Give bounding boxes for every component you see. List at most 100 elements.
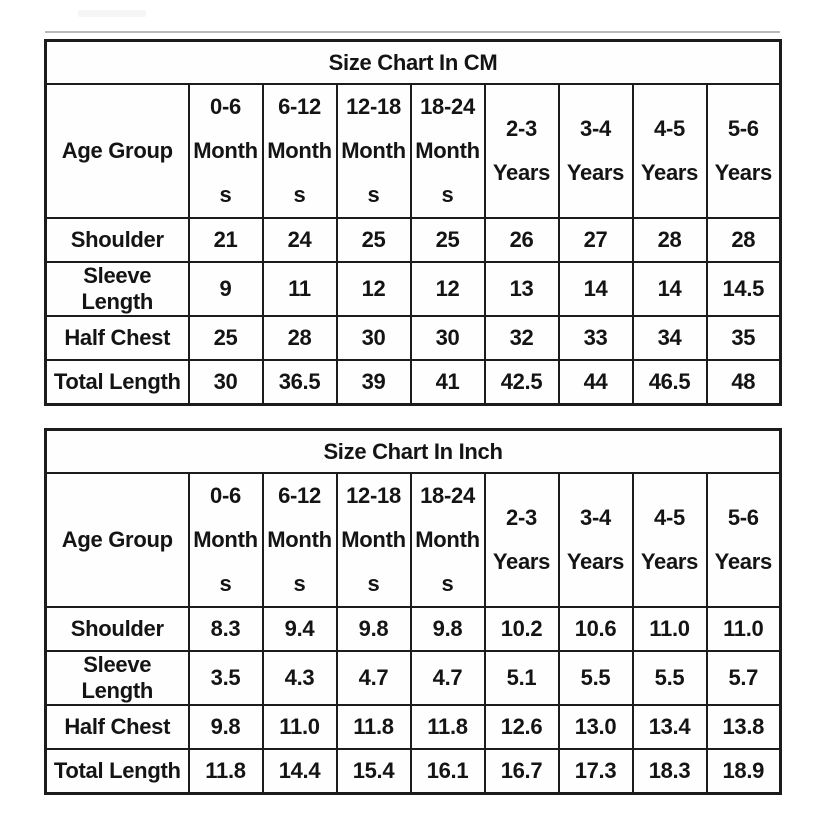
column-header-line: s	[219, 571, 232, 596]
row-label: Shoulder	[44, 217, 190, 263]
value-cell: 9.8	[335, 606, 412, 652]
table-title: Size Chart In CM	[44, 39, 782, 85]
value-cell: 18.3	[631, 748, 708, 795]
value-cell: 35	[705, 315, 782, 361]
value-cell: 39	[335, 359, 412, 406]
value-cell: 28	[705, 217, 782, 263]
column-header-line: Month	[193, 527, 258, 552]
column-header: 0-6 Month s	[187, 472, 264, 608]
table-title: Size Chart In Inch	[44, 428, 782, 474]
column-header-line: s	[293, 571, 306, 596]
value-cell: 9.8	[409, 606, 486, 652]
value-cell: 5.5	[557, 650, 634, 706]
column-header-line: Month	[415, 138, 480, 163]
table-row: Total Length 11.8 14.4 15.4 16.1 16.7 17.3 18.3…	[44, 748, 782, 795]
value-cell: 24	[261, 217, 338, 263]
table-row: Shoulder 21 24 25 25 26 27 28 28	[44, 217, 782, 263]
value-cell: 8.3	[187, 606, 264, 652]
column-header-line: 6-12	[278, 94, 321, 119]
column-header-line: s	[441, 571, 454, 596]
value-cell: 32	[483, 315, 560, 361]
column-header: 2-3 Years	[483, 472, 560, 608]
column-header-line: 2-3	[506, 116, 537, 141]
column-header-line: 18-24	[420, 483, 475, 508]
value-cell: 46.5	[631, 359, 708, 406]
column-header-line: 0-6	[210, 483, 241, 508]
age-group-header: Age Group	[44, 472, 190, 608]
age-group-header: Age Group	[44, 83, 190, 219]
value-cell: 11.8	[335, 704, 412, 750]
column-header-line: 18-24	[420, 94, 475, 119]
column-header-line: Month	[193, 138, 258, 163]
column-header-line: Years	[492, 160, 551, 185]
table-row: Sleeve Length 3.5 4.3 4.7 4.7 5.1 5.5 5.5 5.7	[44, 650, 782, 706]
size-chart-inch-table: Size Chart In Inch Age Group 0-6 Month s 6-12…	[44, 428, 783, 795]
column-header-line: s	[293, 182, 306, 207]
value-cell: 30	[335, 315, 412, 361]
column-header: 12-18 Month s	[335, 472, 412, 608]
value-cell: 13.8	[705, 704, 782, 750]
value-cell: 4.3	[261, 650, 338, 706]
column-header: 12-18 Month s	[335, 83, 412, 219]
value-cell: 28	[261, 315, 338, 361]
column-header-line: 4-5	[654, 116, 685, 141]
table-row: Sleeve Length 9 11 12 12 13 14 14 14.5	[44, 261, 782, 317]
value-cell: 11	[261, 261, 338, 317]
column-header-line: Month	[415, 527, 480, 552]
value-cell: 9.8	[187, 704, 264, 750]
value-cell: 42.5	[483, 359, 560, 406]
value-cell: 30	[187, 359, 264, 406]
value-cell: 9	[187, 261, 264, 317]
column-header-line: 3-4	[580, 505, 611, 530]
column-header-line: 5-6	[727, 505, 759, 530]
value-cell: 13.0	[557, 704, 634, 750]
column-header: 18-24 Month s	[409, 83, 486, 219]
value-cell: 27	[557, 217, 634, 263]
value-cell: 15.4	[335, 748, 412, 795]
column-header-line: Years	[640, 160, 699, 185]
value-cell: 25	[409, 217, 486, 263]
table-row: Total Length 30 36.5 39 41 42.5 44 46.5 48	[44, 359, 782, 406]
column-header-line: Years	[714, 160, 773, 185]
value-cell: 5.1	[483, 650, 560, 706]
column-header-line: 5-6	[727, 116, 759, 141]
column-header-line: Month	[341, 527, 406, 552]
value-cell: 30	[409, 315, 486, 361]
column-header-line: 6-12	[278, 483, 321, 508]
column-header-line: 3-4	[580, 116, 611, 141]
value-cell: 5.7	[705, 650, 782, 706]
value-cell: 3.5	[187, 650, 264, 706]
value-cell: 48	[705, 359, 782, 406]
table-row: Half Chest 9.8 11.0 11.8 11.8 12.6 13.0 13.4 13.…	[44, 704, 782, 750]
column-header-line: 0-6	[210, 94, 241, 119]
value-cell: 11.8	[187, 748, 264, 795]
value-cell: 12	[335, 261, 412, 317]
row-label: Total Length	[44, 748, 190, 795]
value-cell: 16.1	[409, 748, 486, 795]
value-cell: 10.6	[557, 606, 634, 652]
column-header-line: 2-3	[506, 505, 537, 530]
column-header: 4-5 Years	[631, 83, 708, 219]
value-cell: 12.6	[483, 704, 560, 750]
column-header-line: 4-5	[654, 505, 685, 530]
column-header: 3-4 Years	[557, 472, 634, 608]
value-cell: 13	[483, 261, 560, 317]
table-row: Shoulder 8.3 9.4 9.8 9.8 10.2 10.6 11.0 11.0	[44, 606, 782, 652]
top-divider-line	[45, 31, 780, 33]
value-cell: 10.2	[483, 606, 560, 652]
value-cell: 11.0	[631, 606, 708, 652]
column-header: 0-6 Month s	[187, 83, 264, 219]
row-label: Sleeve Length	[44, 261, 190, 317]
table-row: Half Chest 25 28 30 30 32 33 34 35	[44, 315, 782, 361]
column-header: 5-6 Years	[705, 472, 782, 608]
value-cell: 21	[187, 217, 264, 263]
value-cell: 25	[187, 315, 264, 361]
value-cell: 14	[557, 261, 634, 317]
value-cell: 4.7	[409, 650, 486, 706]
column-header: 6-12 Month s	[261, 472, 338, 608]
value-cell: 17.3	[557, 748, 634, 795]
row-label: Half Chest	[44, 704, 190, 750]
column-header: 6-12 Month s	[261, 83, 338, 219]
value-cell: 44	[557, 359, 634, 406]
